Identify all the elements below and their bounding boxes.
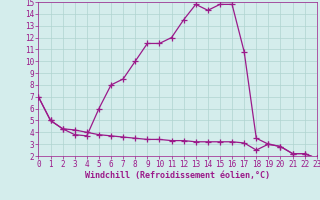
X-axis label: Windchill (Refroidissement éolien,°C): Windchill (Refroidissement éolien,°C) [85,171,270,180]
